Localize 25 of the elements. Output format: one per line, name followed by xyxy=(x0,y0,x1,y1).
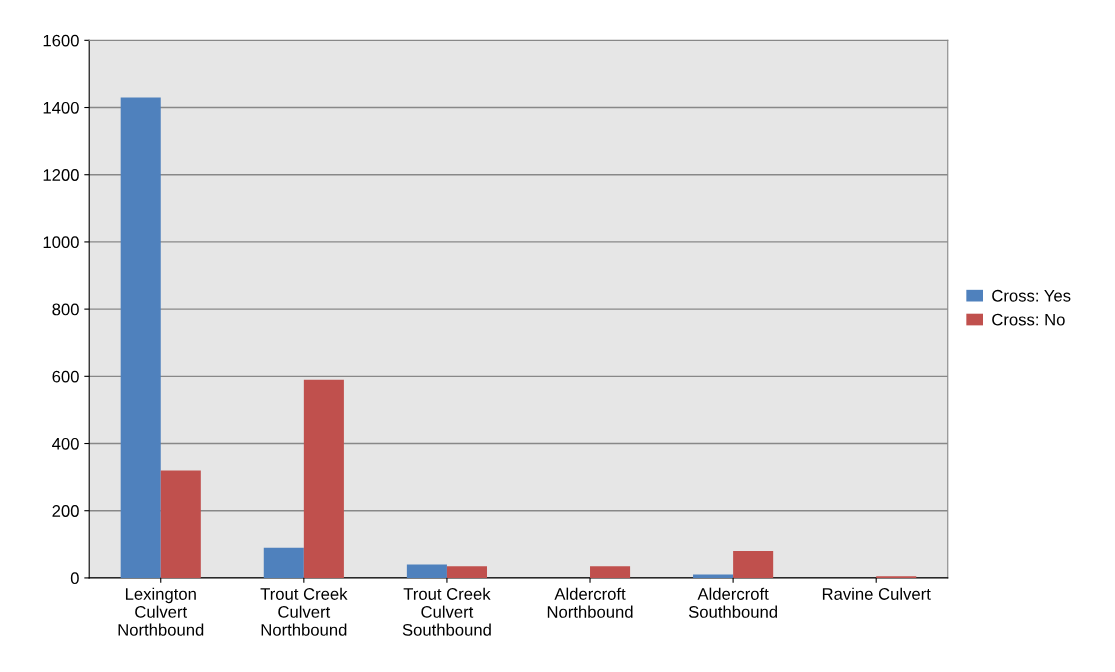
bar xyxy=(446,566,487,578)
bar xyxy=(303,379,344,578)
y-tick-label: 1000 xyxy=(43,236,79,249)
x-tick-label: Trout Creek Culvert Northbound xyxy=(260,587,348,636)
bar xyxy=(406,564,447,578)
x-tick-label: Ravine Culvert xyxy=(822,587,931,600)
y-tick-label: 0 xyxy=(70,572,79,585)
bar xyxy=(120,97,161,578)
y-tick-label: 1400 xyxy=(43,101,79,114)
x-tick-label: Trout Creek Culvert Southbound xyxy=(402,587,491,636)
legend-label: Cross: Yes xyxy=(992,289,1071,302)
bar xyxy=(590,566,631,578)
y-tick-label: 400 xyxy=(52,437,79,450)
legend-label: Cross: No xyxy=(992,313,1065,326)
bar xyxy=(733,551,774,578)
y-tick-label: 1200 xyxy=(43,169,79,181)
y-tick-label: 1600 xyxy=(43,34,79,47)
bar xyxy=(160,470,201,578)
bar xyxy=(263,547,304,578)
y-tick-label: 200 xyxy=(52,505,79,517)
y-tick-label: 600 xyxy=(52,370,79,383)
x-tick-label: Aldercroft Northbound xyxy=(547,587,633,618)
x-tick-label: Aldercroft Southbound xyxy=(688,587,777,618)
x-tick-label: Lexington Culvert Northbound xyxy=(118,587,204,636)
y-tick-label: 800 xyxy=(52,303,79,316)
